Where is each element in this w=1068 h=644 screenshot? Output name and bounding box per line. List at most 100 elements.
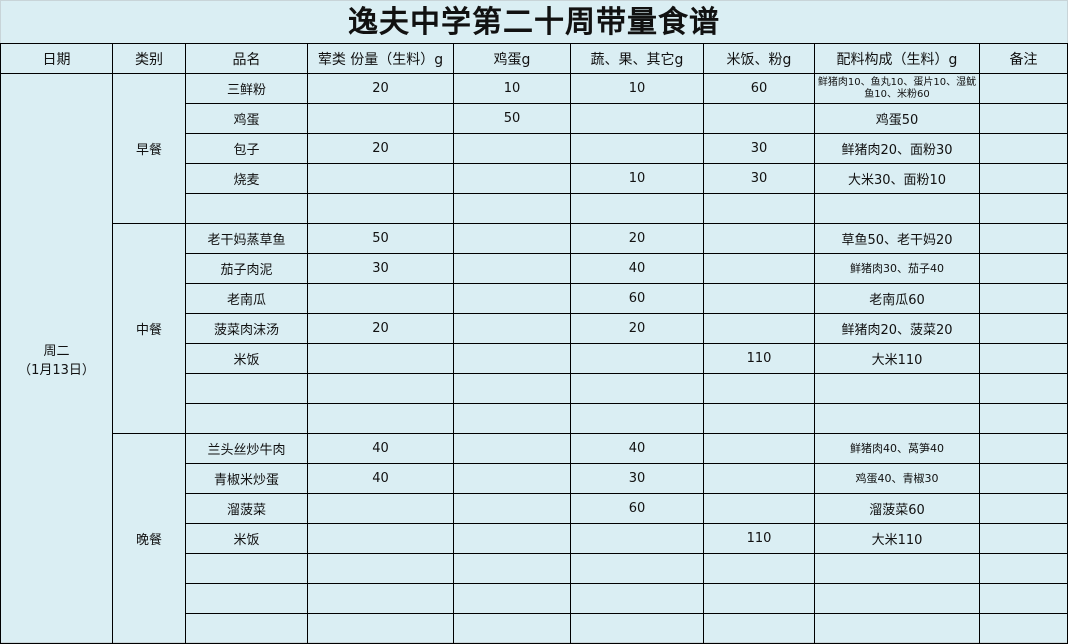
meat-amount-cell bbox=[307, 583, 454, 614]
ingredients-cell bbox=[814, 613, 980, 644]
dish-name-cell bbox=[185, 403, 308, 434]
dish-name-cell: 菠菜肉沫汤 bbox=[185, 313, 308, 344]
meat-amount-cell: 40 bbox=[307, 463, 454, 494]
table-row bbox=[1, 583, 1068, 614]
egg-amount-cell bbox=[453, 523, 571, 554]
meat-amount-cell bbox=[307, 493, 454, 524]
table-row bbox=[1, 553, 1068, 584]
remarks-cell bbox=[979, 73, 1068, 104]
table-row: 菠菜肉沫汤 20 20 鲜猪肉20、菠菜20 bbox=[1, 313, 1068, 344]
remarks-cell bbox=[979, 433, 1068, 464]
meal-category: 早餐 bbox=[112, 73, 186, 224]
meat-amount-cell bbox=[307, 373, 454, 404]
header-egg-amount: 鸡蛋g bbox=[453, 43, 571, 74]
ingredients-cell: 鸡蛋50 bbox=[814, 103, 980, 134]
dish-name-cell: 溜菠菜 bbox=[185, 493, 308, 524]
dish-name-cell: 茄子肉泥 bbox=[185, 253, 308, 284]
vegetable-amount-cell bbox=[570, 583, 704, 614]
vegetable-amount-cell: 30 bbox=[570, 463, 704, 494]
header-ingredients: 配料构成（生料）g bbox=[814, 43, 980, 74]
rice-noodle-amount-cell: 110 bbox=[703, 343, 815, 374]
table-row bbox=[1, 373, 1068, 404]
egg-amount-cell bbox=[453, 253, 571, 284]
rice-noodle-amount-cell bbox=[703, 103, 815, 134]
ingredients-cell: 老南瓜60 bbox=[814, 283, 980, 314]
meat-amount-cell: 50 bbox=[307, 223, 454, 254]
rice-noodle-amount-cell: 30 bbox=[703, 163, 815, 194]
rice-noodle-amount-cell: 60 bbox=[703, 73, 815, 104]
meat-amount-cell: 20 bbox=[307, 133, 454, 164]
egg-amount-cell bbox=[453, 193, 571, 224]
remarks-cell bbox=[979, 343, 1068, 374]
vegetable-amount-cell: 40 bbox=[570, 253, 704, 284]
ingredients-cell: 鲜猪肉20、菠菜20 bbox=[814, 313, 980, 344]
dish-name-cell: 包子 bbox=[185, 133, 308, 164]
remarks-cell bbox=[979, 223, 1068, 254]
header-category: 类别 bbox=[112, 43, 186, 74]
table-row: 米饭 110 大米110 bbox=[1, 523, 1068, 554]
egg-amount-cell bbox=[453, 553, 571, 584]
table-row bbox=[1, 403, 1068, 434]
rice-noodle-amount-cell bbox=[703, 493, 815, 524]
rice-noodle-amount-cell bbox=[703, 313, 815, 344]
table-row: 中餐 老干妈蒸草鱼 50 20 草鱼50、老干妈20 bbox=[1, 223, 1068, 434]
meat-amount-cell: 40 bbox=[307, 433, 454, 464]
dish-name-cell: 三鲜粉 bbox=[185, 73, 308, 104]
rice-noodle-amount-cell bbox=[703, 223, 815, 254]
date-weekday: 周二 bbox=[43, 343, 70, 359]
meat-amount-cell bbox=[307, 343, 454, 374]
rice-noodle-amount-cell bbox=[703, 403, 815, 434]
ingredients-cell: 大米110 bbox=[814, 343, 980, 374]
egg-amount-cell bbox=[453, 583, 571, 614]
egg-amount-cell bbox=[453, 373, 571, 404]
menu-table: 日期 类别 品名 荤类 份量（生料）g 鸡蛋g 蔬、果、其它g 米饭、粉g 配料构成（生料）g… bbox=[0, 43, 1068, 644]
ingredients-cell: 大米110 bbox=[814, 523, 980, 554]
meat-amount-cell bbox=[307, 613, 454, 644]
vegetable-amount-cell bbox=[570, 343, 704, 374]
remarks-cell bbox=[979, 283, 1068, 314]
header-date: 日期 bbox=[0, 43, 113, 74]
egg-amount-cell bbox=[453, 613, 571, 644]
vegetable-amount-cell: 20 bbox=[570, 313, 704, 344]
vegetable-amount-cell: 40 bbox=[570, 433, 704, 464]
table-row: 青椒米炒蛋 40 30 鸡蛋40、青椒30 bbox=[1, 463, 1068, 494]
vegetable-amount-cell bbox=[570, 133, 704, 164]
header-dish-name: 品名 bbox=[185, 43, 308, 74]
vegetable-amount-cell bbox=[570, 553, 704, 584]
egg-amount-cell bbox=[453, 463, 571, 494]
ingredients-cell: 鲜猪肉10、鱼丸10、蛋片10、湿鱿鱼10、米粉60 bbox=[814, 73, 980, 104]
header-row: 日期 类别 品名 荤类 份量（生料）g 鸡蛋g 蔬、果、其它g 米饭、粉g 配料构成（生料）g… bbox=[0, 43, 1068, 74]
ingredients-cell bbox=[814, 373, 980, 404]
rice-noodle-amount-cell: 30 bbox=[703, 133, 815, 164]
egg-amount-cell bbox=[453, 433, 571, 464]
rice-noodle-amount-cell bbox=[703, 433, 815, 464]
dish-name-cell bbox=[185, 373, 308, 404]
meat-amount-cell bbox=[307, 163, 454, 194]
egg-amount-cell bbox=[453, 403, 571, 434]
meat-amount-cell bbox=[307, 523, 454, 554]
ingredients-cell bbox=[814, 403, 980, 434]
rice-noodle-amount-cell bbox=[703, 553, 815, 584]
page-title: 逸夫中学第二十周带量食谱 bbox=[348, 5, 720, 40]
vegetable-amount-cell: 60 bbox=[570, 283, 704, 314]
dish-name-cell bbox=[185, 613, 308, 644]
rice-noodle-amount-cell bbox=[703, 583, 815, 614]
meat-amount-cell: 30 bbox=[307, 253, 454, 284]
meal-category: 中餐 bbox=[112, 223, 186, 434]
meat-amount-cell bbox=[307, 193, 454, 224]
remarks-cell bbox=[979, 193, 1068, 224]
dish-name-cell: 老南瓜 bbox=[185, 283, 308, 314]
vegetable-amount-cell: 10 bbox=[570, 73, 704, 104]
vegetable-amount-cell: 10 bbox=[570, 163, 704, 194]
rice-noodle-amount-cell bbox=[703, 283, 815, 314]
table-row: 包子 20 30 鲜猪肉20、面粉30 bbox=[1, 133, 1068, 164]
date-cell: 周二 （1月13日） bbox=[0, 73, 113, 644]
date-day: （1月13日） bbox=[18, 362, 95, 378]
rice-noodle-amount-cell bbox=[703, 463, 815, 494]
remarks-cell bbox=[979, 553, 1068, 584]
egg-amount-cell bbox=[453, 343, 571, 374]
remarks-cell bbox=[979, 403, 1068, 434]
egg-amount-cell bbox=[453, 493, 571, 524]
dish-name-cell bbox=[185, 553, 308, 584]
ingredients-cell bbox=[814, 193, 980, 224]
